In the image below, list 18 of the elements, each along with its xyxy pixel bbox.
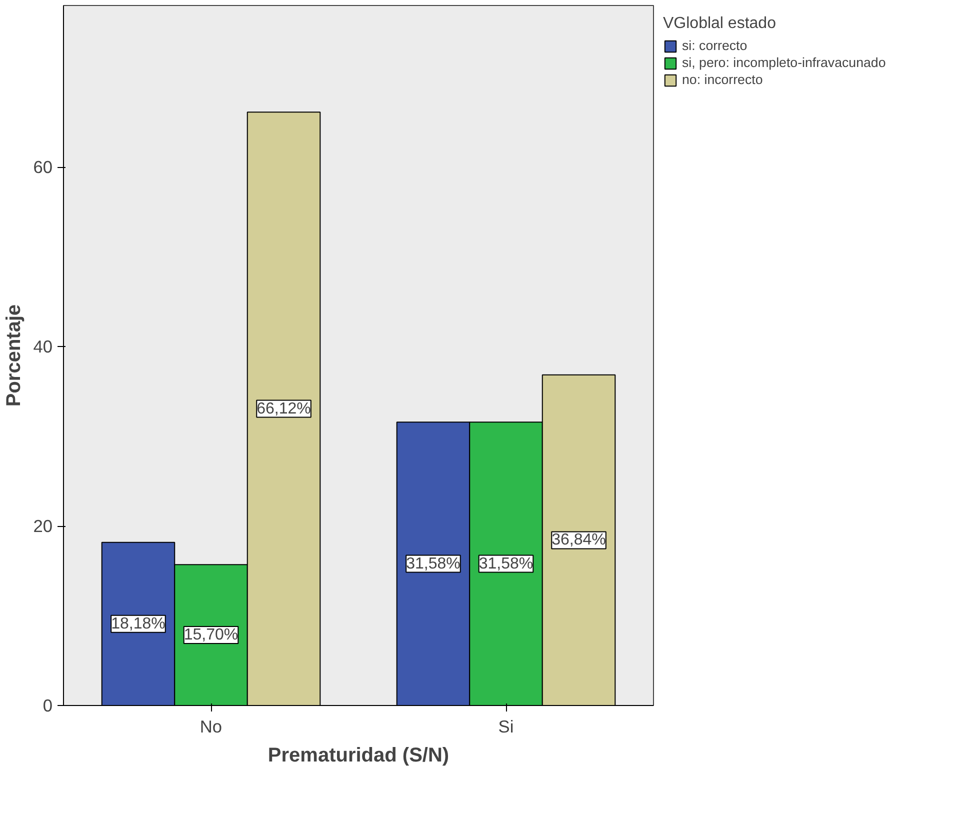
data-label: 66,12% [256,400,311,418]
y-tick-label: 40 [33,336,53,357]
data-label: 18,18% [111,615,166,632]
x-tick-label: No [200,716,222,736]
y-tick-label: 60 [33,157,53,178]
y-tick-label: 20 [33,516,53,536]
y-tick-label: 0 [42,696,53,716]
legend-label: si: correcto [682,38,748,53]
legend-label: no: incorrecto [682,72,763,87]
data-label: 15,70% [184,626,238,644]
data-label: 31,58% [478,555,534,572]
data-label: 31,58% [406,555,460,572]
legend-title: VGloblal estado [663,15,777,33]
x-axis-title: Prematuridad (S/N) [268,744,450,766]
legend-label: si, pero: incompleto-infravacunado [682,55,886,70]
y-axis-title: Porcentaje [3,304,26,407]
x-tick-label: Si [498,716,514,736]
data-label: 36,84% [552,532,606,549]
